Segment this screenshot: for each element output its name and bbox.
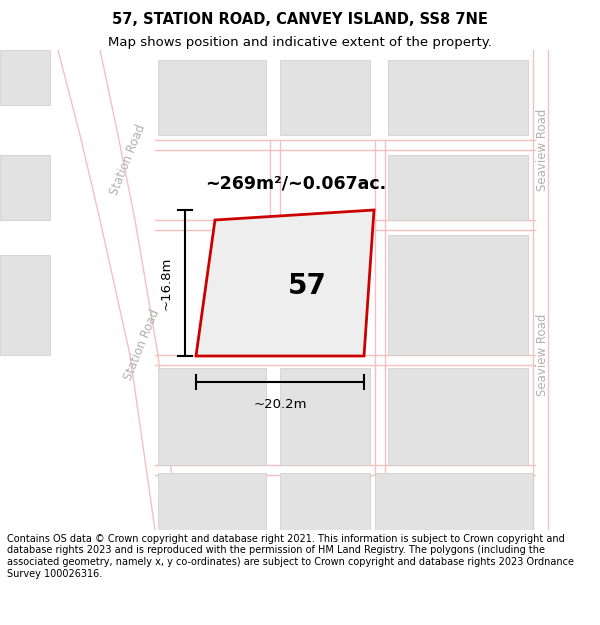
Bar (375, 473, 533, 530)
Polygon shape (196, 210, 374, 356)
Text: 57, STATION ROAD, CANVEY ISLAND, SS8 7NE: 57, STATION ROAD, CANVEY ISLAND, SS8 7NE (112, 12, 488, 28)
Text: Seaview Road: Seaview Road (536, 314, 548, 396)
Text: Seaview Road: Seaview Road (536, 109, 548, 191)
Bar (388, 60, 528, 135)
Bar (0, 50, 50, 105)
Polygon shape (228, 227, 350, 333)
Text: ~269m²/~0.067ac.: ~269m²/~0.067ac. (205, 174, 386, 192)
Bar (280, 473, 370, 530)
Bar (158, 368, 266, 465)
Bar (0, 255, 50, 355)
Text: Contains OS data © Crown copyright and database right 2021. This information is : Contains OS data © Crown copyright and d… (7, 534, 574, 579)
Bar (280, 60, 370, 135)
Bar (388, 155, 528, 220)
Bar (388, 368, 528, 465)
Text: 57: 57 (288, 271, 326, 299)
Text: ~16.8m: ~16.8m (160, 256, 173, 309)
Text: Station Road: Station Road (122, 308, 162, 382)
Bar (158, 473, 266, 530)
Text: ~20.2m: ~20.2m (253, 398, 307, 411)
Text: Map shows position and indicative extent of the property.: Map shows position and indicative extent… (108, 36, 492, 49)
Bar (0, 155, 50, 220)
Text: Station Road: Station Road (108, 122, 148, 198)
Bar (388, 235, 528, 355)
Bar (280, 368, 370, 465)
Bar (158, 60, 266, 135)
